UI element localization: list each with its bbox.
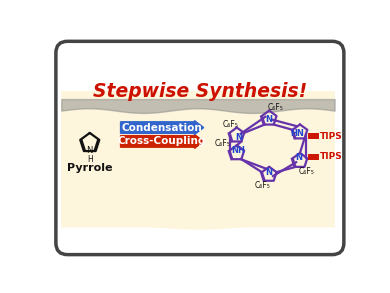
Text: N: N xyxy=(266,115,273,124)
FancyBboxPatch shape xyxy=(56,41,344,255)
Bar xyxy=(61,91,335,226)
Text: Condensation: Condensation xyxy=(122,122,202,132)
Text: Pyrrole: Pyrrole xyxy=(67,163,112,173)
Text: TIPS: TIPS xyxy=(320,132,343,141)
Text: HN: HN xyxy=(291,129,305,138)
Text: C₆F₅: C₆F₅ xyxy=(215,139,231,148)
Text: N: N xyxy=(87,146,93,155)
FancyArrow shape xyxy=(121,121,204,134)
FancyArrow shape xyxy=(121,134,204,148)
Text: H: H xyxy=(87,155,93,164)
Text: Stepwise Synthesis!: Stepwise Synthesis! xyxy=(93,82,307,101)
Text: C₆F₅: C₆F₅ xyxy=(268,103,283,112)
Text: TIPS: TIPS xyxy=(320,152,343,161)
Text: Cross-Coupling: Cross-Coupling xyxy=(118,137,206,146)
Text: C₆F₅: C₆F₅ xyxy=(223,120,239,129)
Text: C₆F₅: C₆F₅ xyxy=(255,181,271,190)
Text: N: N xyxy=(266,168,273,178)
Text: N: N xyxy=(235,133,242,142)
Text: N: N xyxy=(295,153,302,162)
Text: C₆F₅: C₆F₅ xyxy=(298,167,314,176)
Text: NH: NH xyxy=(231,146,245,155)
